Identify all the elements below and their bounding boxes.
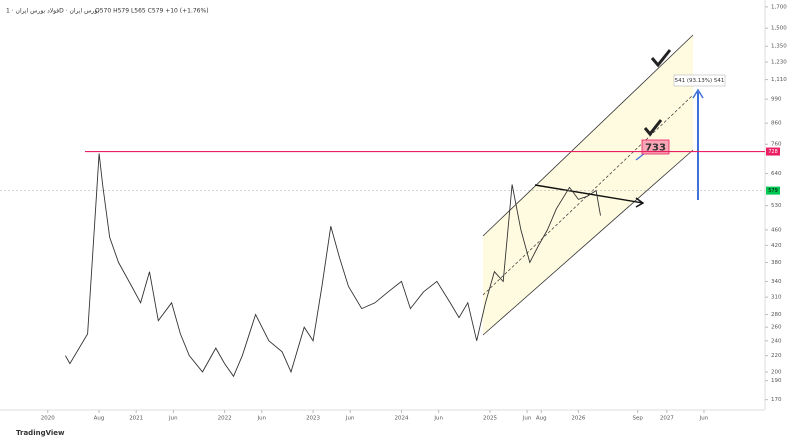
x-tick-label: 2023 <box>306 416 320 422</box>
x-tick-label: Aug <box>536 416 547 422</box>
channel-upper <box>482 34 694 237</box>
channel-mid <box>482 94 694 296</box>
resistance-label: 728 <box>768 149 778 155</box>
y-tick-label: 1,500 <box>771 26 787 32</box>
last-price-label: 579 <box>768 188 778 194</box>
y-tick-label: 1,700 <box>771 4 787 10</box>
y-tick-label: 310 <box>771 295 782 301</box>
x-tick-label: 2024 <box>395 416 409 422</box>
x-tick-label: 2026 <box>571 416 585 422</box>
brand: TradingView <box>16 429 65 437</box>
symbol-title: فولاد بورس ایران · 1D · بورس ایران <box>6 8 99 15</box>
y-tick-label: 460 <box>771 227 782 233</box>
y-tick-label: 420 <box>771 243 782 249</box>
x-tick-label: Jun <box>699 416 709 422</box>
y-tick-label: 1,350 <box>771 44 787 50</box>
channel-fill <box>483 35 693 335</box>
y-tick-label: 240 <box>771 338 782 344</box>
y-tick-label: 530 <box>771 203 782 209</box>
channel-lower <box>482 149 694 336</box>
y-tick-label: 170 <box>771 397 782 403</box>
y-tick-label: 280 <box>771 312 782 318</box>
y-tick-label: 990 <box>771 97 782 103</box>
x-tick-label: Jun <box>168 416 178 422</box>
resistance-label-box <box>766 147 780 156</box>
price-line <box>65 153 601 378</box>
x-tick-label: 2025 <box>483 416 497 422</box>
measure-text: 541 (93.13%) 541 <box>675 78 725 84</box>
x-tick-label: Jun <box>345 416 355 422</box>
x-tick-label: Aug <box>94 416 105 422</box>
y-tick-label: 190 <box>771 378 782 384</box>
y-tick-label: 1,230 <box>771 60 787 66</box>
y-tick-label: 220 <box>771 353 782 359</box>
x-tick-label: 2020 <box>41 416 55 422</box>
y-tick-label: 260 <box>771 325 782 331</box>
measure-box <box>673 74 726 87</box>
y-tick-label: 760 <box>771 142 782 148</box>
x-tick-label: 2021 <box>129 416 143 422</box>
check-mark <box>650 49 672 68</box>
plot: 170 190 200 220 240 260 280 310 340 380 420 460 530 6… <box>0 4 787 422</box>
trend-arrowhead <box>635 197 645 208</box>
y-tick-label: 640 <box>771 171 782 177</box>
x-tick-label: Jun <box>433 416 443 422</box>
x-tick-label: Jun <box>256 416 266 422</box>
trend-arrow <box>534 184 644 204</box>
x-tick-label: Sep <box>632 416 643 422</box>
x-tick-label: 2027 <box>660 416 674 422</box>
y-tick-label: 200 <box>771 369 782 375</box>
y-tick-label: 1,110 <box>771 77 787 83</box>
callout-text: 733 <box>645 143 666 154</box>
y-tick-label: 340 <box>771 279 782 285</box>
y-tick-label: 860 <box>771 121 782 127</box>
measure-arrowhead <box>692 88 704 99</box>
callout-box <box>641 139 670 155</box>
x-tick-label: 2022 <box>218 416 232 422</box>
last-price-box <box>766 186 780 195</box>
ohlc-readout: O570 H579 L565 C579 +10 (+1.76%) <box>95 8 209 15</box>
y-tick-label: 380 <box>771 260 782 266</box>
check-mark <box>643 119 663 137</box>
x-tick-label: Jun <box>522 416 532 422</box>
